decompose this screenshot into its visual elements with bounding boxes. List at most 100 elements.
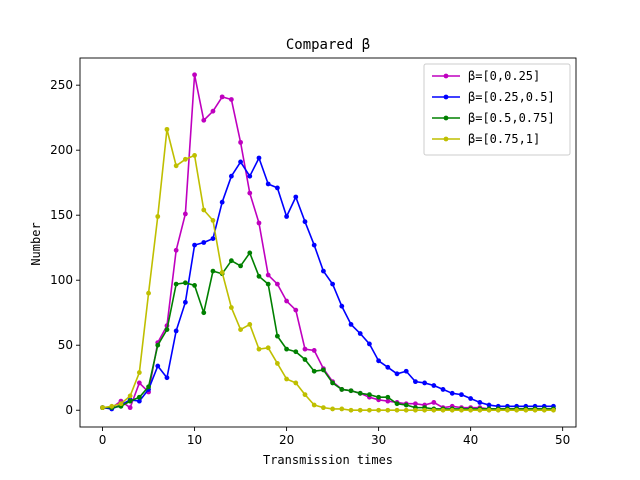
x-tick-label: 40 [463,433,478,447]
x-tick-label: 50 [555,433,570,447]
y-tick-label: 0 [65,403,73,417]
data-point [274,185,280,191]
data-point [164,327,170,333]
data-point [293,194,299,200]
data-point [265,345,271,351]
data-point [155,342,161,348]
data-point [385,398,391,404]
data-point [109,403,115,409]
data-point [219,270,225,275]
data-point [357,331,363,336]
data-point [146,384,151,390]
data-point [311,368,317,374]
x-tick-label: 20 [279,433,294,447]
data-point [247,173,253,179]
data-point [100,405,105,411]
data-point [321,268,326,274]
data-point [339,303,345,309]
data-point [532,407,538,413]
data-point [385,394,391,400]
data-point [293,380,299,386]
data-point [339,387,345,392]
data-point [210,108,216,114]
data-point [459,407,464,413]
data-point [256,220,262,226]
data-point [321,367,326,373]
data-point [422,380,428,386]
data-point [385,364,391,370]
legend-label: β=[0,0.25] [468,69,540,83]
data-point [348,322,354,327]
legend-marker [443,115,449,121]
y-tick-label: 100 [50,273,73,287]
data-point [330,406,335,412]
data-point [173,247,179,253]
legend-label: β=[0.75,1] [468,132,540,146]
y-tick-label: 250 [50,78,73,92]
data-point [394,371,400,377]
data-point [330,380,335,386]
data-point [274,281,280,287]
data-point [136,394,142,400]
data-point [523,407,529,413]
data-point [394,407,400,413]
data-point [514,407,520,413]
data-point [376,394,382,400]
data-point [403,368,409,374]
data-point [357,407,363,413]
data-point [247,322,253,327]
legend-marker [443,136,449,142]
data-point [210,268,216,274]
data-point [440,387,446,392]
data-point [127,398,133,404]
data-point [118,401,124,407]
data-point [192,72,197,78]
data-point [284,376,289,382]
data-point [201,207,207,213]
data-point [541,407,547,413]
x-axis: 0 10 20 30 40 50 [99,427,570,447]
data-point [357,390,363,396]
data-point [431,383,437,388]
data-point [219,94,225,100]
data-point [201,240,207,245]
x-tick-label: 10 [187,433,202,447]
data-point [265,181,271,187]
data-point [348,388,354,394]
data-point [413,407,418,413]
data-point [228,258,234,264]
data-point [339,406,345,412]
data-point [247,190,253,196]
data-point [403,402,409,408]
data-point [367,392,372,398]
data-point [376,407,382,413]
data-point [449,407,455,413]
x-tick-label: 0 [99,433,107,447]
data-point [173,328,179,334]
y-axis: 0 50 100 150 200 250 [50,78,80,417]
axes-frame [79,57,577,428]
data-point [413,379,418,385]
data-point [431,407,437,413]
data-point [274,333,280,339]
data-point [228,97,234,102]
data-point [155,214,161,219]
data-point [247,250,253,256]
data-point [394,401,400,407]
data-point [219,199,225,205]
data-point [238,159,243,165]
data-point [182,156,188,162]
data-point [459,392,464,398]
series-3 [100,126,556,413]
data-point [468,396,474,401]
data-point [311,402,317,408]
data-point [228,305,234,310]
legend-item: β=[0.75,1] [432,132,540,146]
x-axis-title: Transmission times [263,453,393,467]
legend: β=[0,0.25] β=[0.25,0.5] β=[0.5,0.75] β=[0.7… [423,63,571,156]
y-tick-label: 200 [50,143,73,157]
data-point [403,407,409,413]
legend-item: β=[0,0.25] [432,69,540,83]
data-point [182,280,188,286]
legend-label: β=[0.25,0.5] [468,90,555,104]
